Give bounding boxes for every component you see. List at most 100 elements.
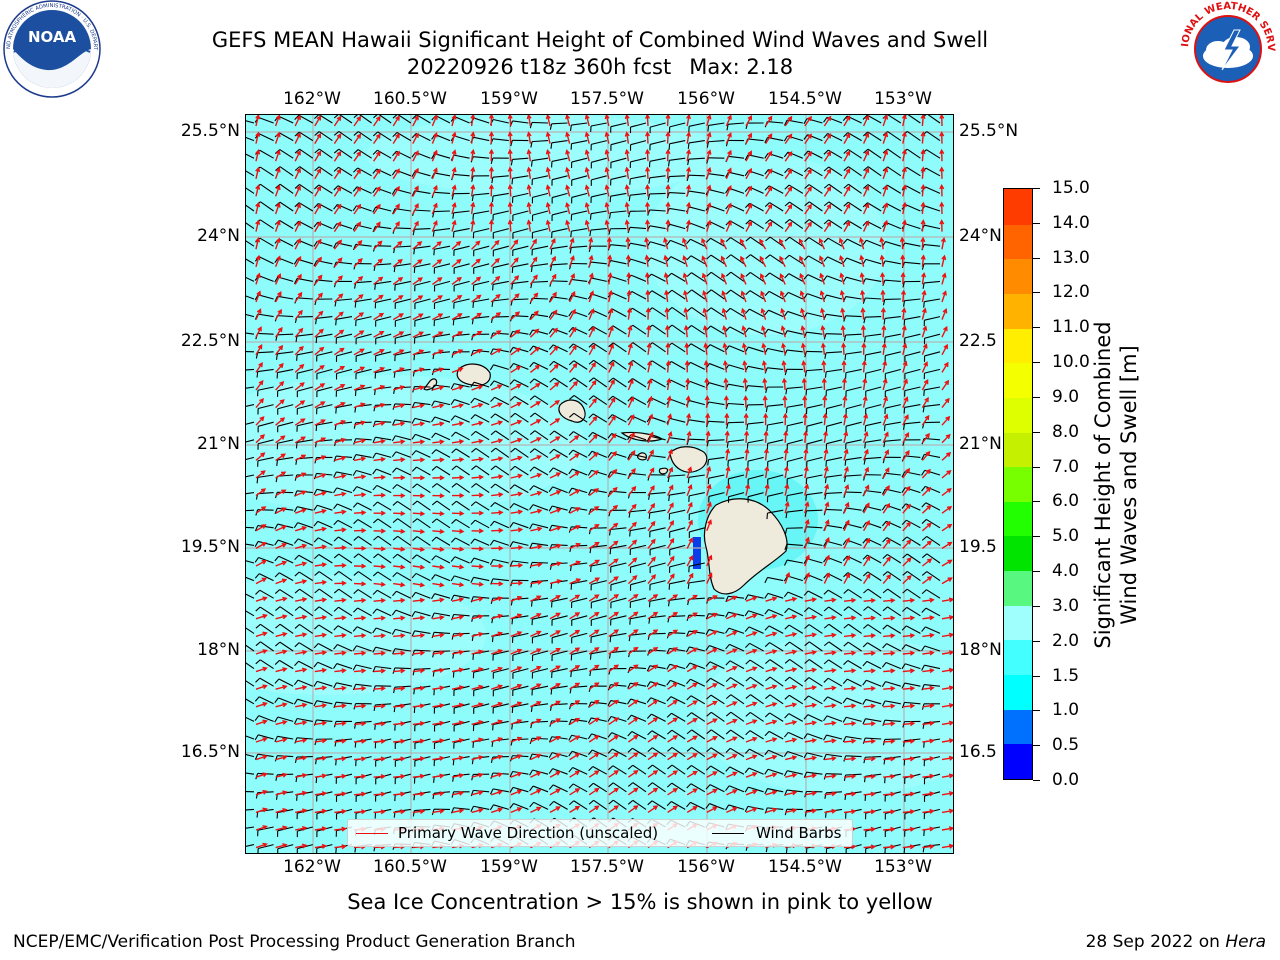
wind-barb-feather bbox=[374, 283, 376, 290]
wind-barb bbox=[512, 346, 529, 353]
wind-barb-feather bbox=[530, 600, 533, 607]
wind-barb bbox=[534, 412, 549, 423]
wind-barb bbox=[924, 298, 941, 303]
wind-barb bbox=[904, 368, 921, 375]
wind-barb-feather bbox=[568, 310, 573, 317]
wind-barb bbox=[246, 350, 255, 353]
wind-barb bbox=[630, 175, 647, 180]
wind-barb bbox=[671, 342, 686, 353]
wind-barb-feather bbox=[588, 432, 594, 438]
wind-barb bbox=[671, 360, 686, 370]
wind-barb bbox=[257, 332, 274, 335]
wind-barb-feather bbox=[608, 395, 614, 401]
wind-barb-feather bbox=[765, 219, 771, 224]
wind-barb-feather bbox=[333, 166, 339, 172]
wind-barb-feather bbox=[372, 421, 376, 428]
wind-barb-feather bbox=[490, 332, 494, 339]
wind-barb bbox=[730, 254, 745, 265]
wind-barb bbox=[453, 210, 470, 214]
wind-barb-feather bbox=[608, 228, 611, 235]
wind-barb bbox=[848, 183, 862, 194]
wind-barb bbox=[532, 175, 549, 180]
wind-barb bbox=[355, 333, 372, 339]
wind-barb bbox=[512, 330, 529, 335]
wind-barb bbox=[649, 175, 666, 179]
wind-barb-feather bbox=[823, 116, 828, 123]
wind-barb-feather bbox=[765, 386, 768, 394]
wind-barb bbox=[336, 368, 353, 375]
wind-barb bbox=[649, 435, 666, 441]
wind-barb bbox=[257, 386, 274, 391]
wind-barb-feather bbox=[706, 307, 712, 313]
wind-barb bbox=[395, 351, 411, 356]
wind-barb bbox=[630, 140, 647, 146]
wind-barb bbox=[669, 417, 686, 423]
wind-barb-feather bbox=[765, 406, 768, 413]
wind-barb bbox=[845, 368, 862, 374]
wind-barb-feather bbox=[372, 131, 379, 137]
wind-barb bbox=[924, 437, 941, 441]
wind-barb-feather bbox=[647, 193, 651, 200]
wind-barb bbox=[887, 115, 902, 124]
wind-barb bbox=[887, 148, 902, 159]
wind-barb-feather bbox=[413, 354, 416, 361]
wind-barb bbox=[865, 368, 882, 374]
wind-barb-feather bbox=[471, 194, 474, 202]
wind-barb-feather bbox=[862, 131, 869, 137]
wind-barb bbox=[473, 228, 490, 233]
wind-barb bbox=[590, 228, 607, 231]
wind-barb bbox=[277, 439, 294, 444]
wind-barb bbox=[690, 238, 706, 247]
wind-barb-feather bbox=[764, 202, 770, 208]
wind-barb bbox=[691, 289, 706, 300]
wind-barb-feather bbox=[549, 377, 555, 383]
wind-barb bbox=[453, 316, 470, 320]
wind-barb bbox=[277, 386, 294, 392]
wind-barb-feather bbox=[274, 296, 278, 302]
wind-barb bbox=[593, 377, 608, 388]
wind-barb-feather bbox=[764, 185, 770, 191]
wind-barb bbox=[296, 351, 313, 356]
wind-barb-feather bbox=[392, 132, 398, 138]
wind-barb bbox=[278, 257, 294, 265]
wind-barb bbox=[806, 509, 823, 512]
wind-barb-feather bbox=[725, 237, 731, 243]
wind-barb-feather bbox=[352, 224, 357, 231]
wind-barb bbox=[434, 416, 451, 423]
wind-barb bbox=[414, 333, 431, 339]
wind-barb-feather bbox=[823, 201, 830, 207]
wind-barb bbox=[710, 289, 725, 300]
wind-barb-feather bbox=[529, 313, 533, 320]
wind-barb-feather bbox=[824, 371, 827, 378]
wind-barb bbox=[767, 121, 784, 124]
wind-barb-feather bbox=[569, 377, 575, 383]
wind-barb bbox=[826, 294, 843, 300]
wind-barb bbox=[571, 192, 588, 198]
wind-barb bbox=[826, 439, 843, 445]
wind-barb bbox=[434, 172, 451, 177]
wind-barb bbox=[826, 275, 843, 282]
max-value: Max: 2.18 bbox=[689, 55, 794, 79]
wind-barb bbox=[611, 275, 627, 282]
wind-barb bbox=[277, 295, 294, 300]
wind-barb bbox=[571, 228, 588, 232]
wind-barb bbox=[316, 386, 333, 392]
wind-barb bbox=[826, 386, 843, 391]
wind-barb bbox=[573, 360, 588, 370]
wind-barb-feather bbox=[470, 350, 474, 357]
wind-barb bbox=[748, 327, 764, 335]
wind-barb-feather bbox=[510, 140, 513, 147]
wind-barb-feather bbox=[764, 291, 770, 297]
wind-barb-feather bbox=[411, 171, 416, 177]
wind-barb bbox=[729, 203, 745, 212]
wind-barb bbox=[788, 184, 804, 194]
wind-barb bbox=[708, 140, 725, 143]
wind-barb-feather bbox=[686, 289, 693, 295]
wind-barb bbox=[355, 298, 372, 303]
wind-barb bbox=[884, 260, 901, 265]
wind-barb bbox=[512, 298, 529, 301]
wind-barb bbox=[473, 298, 490, 303]
wind-barb bbox=[453, 280, 470, 286]
wind-barb bbox=[670, 256, 686, 265]
wind-barb-feather bbox=[687, 142, 690, 149]
